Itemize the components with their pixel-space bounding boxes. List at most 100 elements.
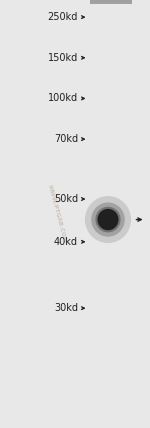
Bar: [90, 2, 132, 4]
Bar: [90, 1, 132, 3]
Bar: [90, 2, 132, 4]
Bar: [90, 1, 132, 3]
Bar: [90, 1, 132, 4]
Bar: [90, 1, 132, 3]
Bar: [90, 2, 132, 4]
Bar: [90, 2, 132, 4]
Bar: [90, 2, 132, 4]
Bar: [90, 1, 132, 3]
Bar: [90, 1, 132, 3]
Bar: [90, 1, 132, 3]
Bar: [90, 2, 132, 4]
Bar: [90, 0, 132, 2]
Bar: [90, 2, 132, 4]
Bar: [90, 1, 132, 3]
Bar: [90, 0, 132, 2]
Bar: [90, 1, 132, 3]
Bar: [90, 2, 132, 4]
Bar: [90, 2, 132, 4]
Bar: [90, 2, 132, 4]
Bar: [90, 2, 132, 4]
Bar: [90, 0, 132, 3]
Bar: [90, 1, 132, 3]
Bar: [90, 1, 132, 3]
Bar: [90, 1, 132, 3]
Bar: [90, 0, 132, 2]
Bar: [90, 0, 132, 3]
Bar: [90, 0, 132, 3]
Bar: [90, 2, 132, 4]
Bar: [90, 0, 132, 3]
Bar: [90, 0, 132, 3]
Bar: [90, 1, 132, 3]
Bar: [90, 1, 132, 3]
Bar: [90, 1, 132, 3]
Bar: [90, 0, 132, 3]
Text: 250kd: 250kd: [48, 12, 78, 22]
Bar: [90, 0, 132, 3]
Bar: [90, 0, 132, 3]
Bar: [90, 2, 132, 4]
Bar: [90, 1, 132, 3]
Bar: [90, 1, 132, 3]
Bar: [90, 0, 132, 3]
Bar: [90, 0, 132, 3]
Bar: [90, 2, 132, 4]
Bar: [90, 0, 132, 3]
Bar: [90, 1, 132, 3]
Bar: [90, 2, 132, 4]
Bar: [90, 2, 132, 4]
Bar: [90, 1, 132, 3]
Text: WWW.PTGAB.COM: WWW.PTGAB.COM: [47, 184, 67, 244]
Bar: [90, 0, 132, 3]
Bar: [90, 1, 132, 3]
Bar: [90, 1, 132, 3]
Bar: [90, 2, 132, 4]
Bar: [90, 0, 132, 3]
Bar: [90, 1, 132, 3]
Bar: [90, 0, 132, 3]
Bar: [90, 0, 132, 3]
Bar: [90, 2, 132, 4]
Bar: [90, 1, 132, 3]
Bar: [90, 0, 132, 3]
Bar: [90, 1, 132, 3]
Bar: [90, 1, 132, 3]
Text: 50kd: 50kd: [54, 194, 78, 204]
Bar: [90, 2, 132, 4]
Bar: [90, 0, 132, 2]
Bar: [90, 1, 132, 3]
Bar: [90, 0, 132, 3]
Bar: [90, 0, 132, 3]
Bar: [90, 2, 132, 4]
Bar: [90, 1, 132, 3]
Bar: [90, 2, 132, 4]
Bar: [90, 0, 132, 3]
Bar: [90, 0, 132, 3]
Bar: [90, 2, 132, 4]
Bar: [90, 1, 132, 3]
Bar: [90, 0, 132, 3]
Bar: [90, 0, 132, 2]
Bar: [90, 0, 132, 3]
Bar: [90, 0, 132, 2]
Bar: [90, 1, 132, 3]
Bar: [90, 1, 132, 3]
Bar: [90, 1, 132, 3]
Bar: [90, 1, 132, 3]
Bar: [90, 2, 132, 4]
Bar: [90, 1, 132, 3]
Bar: [90, 2, 132, 4]
Bar: [90, 2, 132, 4]
Bar: [90, 1, 132, 3]
Bar: [90, 0, 132, 3]
Bar: [90, 1, 132, 3]
Bar: [90, 1, 132, 3]
Bar: [90, 0, 132, 3]
Bar: [90, 1, 132, 3]
Bar: [90, 1, 132, 3]
Bar: [90, 0, 132, 2]
Bar: [90, 0, 132, 2]
Bar: [90, 1, 132, 3]
Bar: [90, 1, 132, 3]
